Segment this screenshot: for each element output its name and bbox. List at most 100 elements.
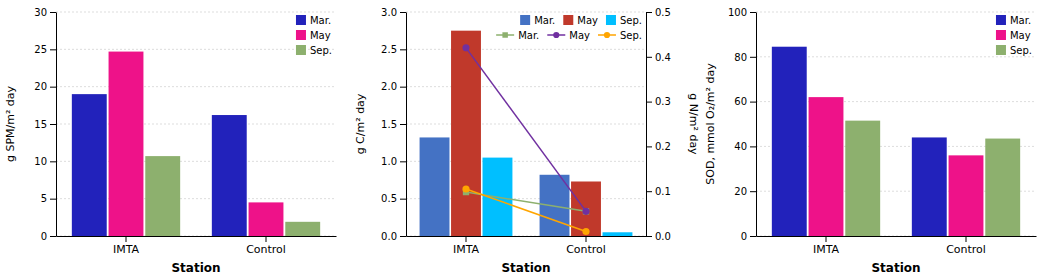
bar-series: [845, 121, 1020, 236]
legend-swatch: [296, 15, 306, 25]
x-axis: IMTAControl: [757, 236, 1037, 256]
y-axis-title: SOD, mmol O₂/m² day: [704, 63, 717, 185]
x-tick-mark: [466, 236, 467, 242]
y-tick: 0.5: [381, 193, 406, 204]
grid-line: [756, 12, 1036, 13]
marks: [72, 52, 320, 236]
legend-swatch: [296, 45, 306, 55]
y-tick: 2.5: [381, 44, 406, 55]
y-tick-mark: [50, 236, 56, 237]
y-tick: 1.0: [381, 156, 406, 167]
marker: [582, 208, 589, 215]
y-tick: 0.0: [381, 231, 406, 242]
y-axis-title: g SPM/m² day: [4, 85, 17, 162]
figure: IMTA Control 0 5 10 15 20 25 30 Station g SPM/m² d…: [0, 0, 1050, 280]
line-series: [462, 44, 589, 215]
legend-label: Sep.: [310, 45, 332, 56]
bar: [809, 97, 844, 236]
legend-label: Sep.: [620, 30, 642, 41]
legend-swatch: [996, 15, 1006, 25]
y2-tick: 0.4: [646, 52, 671, 63]
y2-tick: 0.0: [646, 231, 671, 242]
y-tick-label: 0.5: [381, 193, 397, 204]
x-tick-label: IMTA: [453, 243, 480, 256]
x-tick-label: IMTA: [813, 243, 840, 256]
y-tick-label: 2.0: [381, 81, 397, 92]
legend-row: May: [296, 30, 331, 41]
grid: [56, 12, 336, 236]
legend-label: Mar.: [534, 15, 555, 26]
legend-item: Sep.: [296, 45, 332, 56]
y-tick: 100: [728, 7, 756, 18]
bar: [285, 222, 320, 236]
legend-label: May: [1010, 30, 1031, 41]
bar: [212, 115, 247, 236]
legend-swatch: [996, 30, 1006, 40]
x-axis-line: [57, 236, 337, 237]
legend-label: May: [577, 15, 598, 26]
y-tick: 3.0: [381, 7, 406, 18]
y-tick-mark: [750, 12, 756, 13]
y2-tick-label: 0.3: [655, 96, 671, 107]
y-tick-mark: [400, 87, 406, 88]
y-tick-label: 1.0: [381, 156, 397, 167]
y-tick-mark: [50, 49, 56, 50]
y-tick-mark: [400, 49, 406, 50]
y-tick-mark: [750, 102, 756, 103]
bar: [145, 156, 180, 236]
legend-swatch: [604, 32, 610, 38]
legend-row: Mar.: [996, 15, 1031, 26]
y-tick-label: 1.5: [381, 119, 397, 130]
x-axis-line: [757, 236, 1037, 237]
x-tick: IMTA: [453, 236, 480, 256]
y-tick-mark: [400, 199, 406, 200]
y-tick-mark: [750, 146, 756, 147]
y2-tick-label: 0.1: [655, 186, 671, 197]
legend-item: May: [563, 15, 598, 26]
marker: [462, 44, 469, 51]
y2-axis-line: [646, 13, 647, 237]
x-tick: Control: [246, 236, 286, 256]
legend-item: May: [547, 30, 590, 41]
y-tick-mark: [750, 191, 756, 192]
bar-series: [451, 31, 601, 236]
y-tick-label: 20: [34, 81, 47, 92]
legend-swatch: [502, 32, 507, 37]
legend-swatch: [520, 15, 530, 25]
marks: [772, 47, 1020, 236]
y2-tick: 0.2: [646, 141, 671, 152]
panel: IMTA Control 0.0 0.5 1.0 1.5 2.0 2.5 3.0 0.0 0.1 0.…: [354, 7, 700, 275]
y-tick: 15: [34, 119, 56, 130]
grid-line: [406, 86, 646, 87]
bar: [912, 137, 947, 236]
y-tick-label: 0: [41, 231, 47, 242]
y-axis-title: g C/m² day: [354, 93, 367, 154]
y-tick: 5: [41, 193, 56, 204]
y-tick: 25: [34, 44, 56, 55]
bar: [772, 47, 807, 236]
y-tick-mark: [50, 199, 56, 200]
y2-tick-label: 0.2: [655, 141, 671, 152]
y-tick: 1.5: [381, 119, 406, 130]
x-tick: IMTA: [813, 236, 840, 256]
legend-label: May: [310, 30, 331, 41]
marker: [583, 208, 589, 214]
y-tick-label: 5: [41, 193, 47, 204]
legend-item: May: [996, 30, 1031, 41]
y-axis-line: [56, 13, 57, 237]
y-tick-mark: [400, 161, 406, 162]
legend-item: Mar.: [520, 15, 555, 26]
x-axis: IMTA Control: [407, 236, 647, 256]
y2-tick: 0.1: [646, 186, 671, 197]
y-tick: 10: [34, 156, 56, 167]
x-tick: IMTA: [113, 236, 140, 256]
x-axis-title: Station: [501, 261, 550, 275]
grid-line: [56, 12, 336, 13]
y-tick-label: 100: [728, 7, 747, 18]
x-tick-label: IMTA: [113, 243, 140, 256]
bar-series: [772, 47, 947, 236]
y-tick-label: 60: [734, 96, 747, 107]
grid-line: [56, 49, 336, 50]
x-tick: Control: [566, 236, 606, 256]
y-tick-label: 30: [34, 7, 47, 18]
